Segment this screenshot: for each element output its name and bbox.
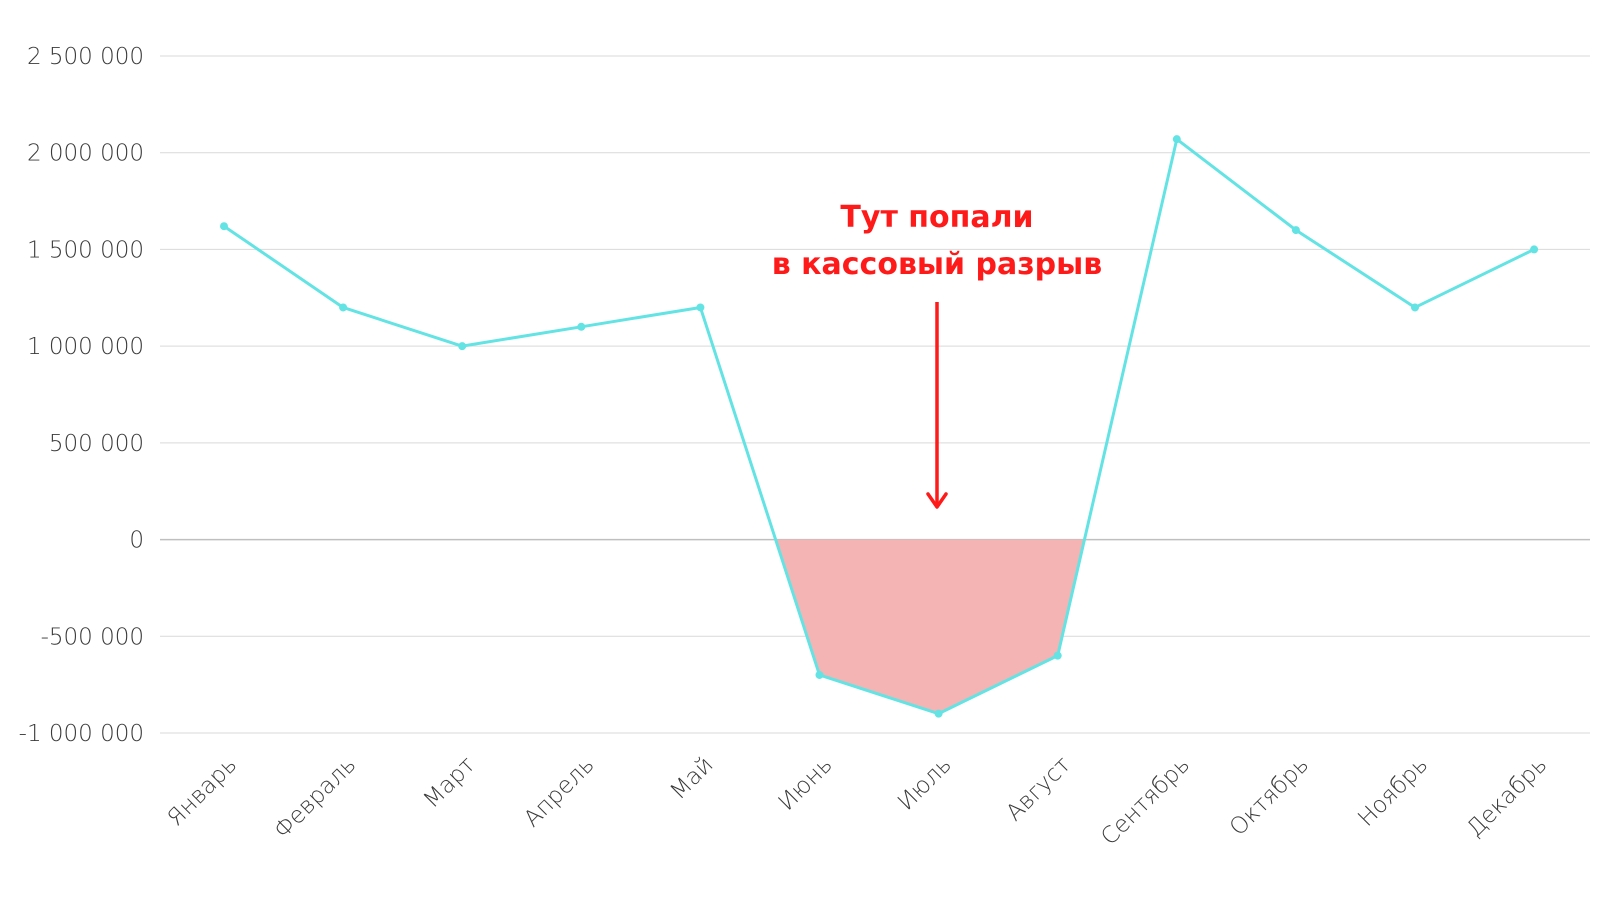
- data-point: [458, 342, 467, 351]
- series-line-segment: [460, 325, 583, 348]
- x-tick-label: Август: [1001, 752, 1076, 827]
- series-line-segment: [818, 673, 941, 716]
- data-point: [220, 222, 228, 231]
- x-tick-label: Июнь: [774, 752, 838, 816]
- x-tick-label: Декабрь: [1462, 752, 1552, 842]
- series-line-segment: [1294, 228, 1417, 309]
- x-tick-label: Апрель: [519, 752, 599, 832]
- x-tick-label: Февраль: [269, 752, 361, 844]
- y-tick-label: -500 000: [41, 624, 144, 650]
- data-point: [815, 670, 824, 679]
- x-tick-label: Ноябрь: [1353, 752, 1433, 832]
- x-tick-label: Январь: [163, 752, 243, 832]
- series-points: [220, 135, 1539, 718]
- series-line-segment: [579, 305, 702, 329]
- data-point: [339, 303, 348, 312]
- y-tick-label: 2 000 000: [27, 141, 144, 167]
- data-point: [1291, 226, 1300, 235]
- data-point: [1172, 135, 1181, 144]
- annotation-arrow-head: [926, 492, 948, 509]
- data-point: [577, 322, 586, 331]
- x-axis-ticks: Январь Февраль Март Апрель Май Июнь Июль Август…: [163, 752, 1553, 851]
- series-line-segment: [222, 224, 345, 309]
- data-point: [1411, 303, 1419, 312]
- x-tick-label: Октябрь: [1225, 752, 1314, 841]
- series-line-segment: [1175, 137, 1298, 232]
- y-tick-label: 0: [129, 528, 144, 554]
- data-point: [934, 709, 943, 718]
- series-lines: [222, 137, 1536, 716]
- y-tick-label: 1 500 000: [27, 237, 144, 263]
- negative-cash-area: [775, 539, 1085, 714]
- annotation: Тут попали в кассовый разрыв: [772, 200, 1103, 509]
- y-tick-label: -1 000 000: [19, 721, 144, 747]
- x-tick-label: Март: [419, 752, 481, 814]
- y-tick-label: 500 000: [49, 431, 144, 457]
- annotation-line-1: Тут попали: [840, 200, 1033, 235]
- data-point: [1053, 651, 1062, 660]
- y-tick-label: 2 500 000: [27, 44, 144, 70]
- x-tick-label: Сентябрь: [1096, 752, 1195, 851]
- negative-area: [775, 539, 1085, 714]
- data-point: [1530, 245, 1539, 254]
- series-line-segment: [1056, 137, 1179, 658]
- annotation-line-2: в кассовый разрыв: [772, 247, 1103, 282]
- x-tick-label: Июль: [893, 752, 957, 816]
- data-point: [696, 303, 705, 312]
- x-tick-label: Май: [666, 752, 719, 805]
- series-line-segment: [937, 654, 1060, 716]
- series-line-segment: [341, 305, 464, 348]
- y-tick-label: 1 000 000: [27, 334, 144, 360]
- y-axis-ticks: 2 500 000 2 000 000 1 500 000 1 000 000 500 …: [19, 44, 144, 747]
- series-line-segment: [1413, 247, 1536, 309]
- series-line-segment: [698, 305, 821, 677]
